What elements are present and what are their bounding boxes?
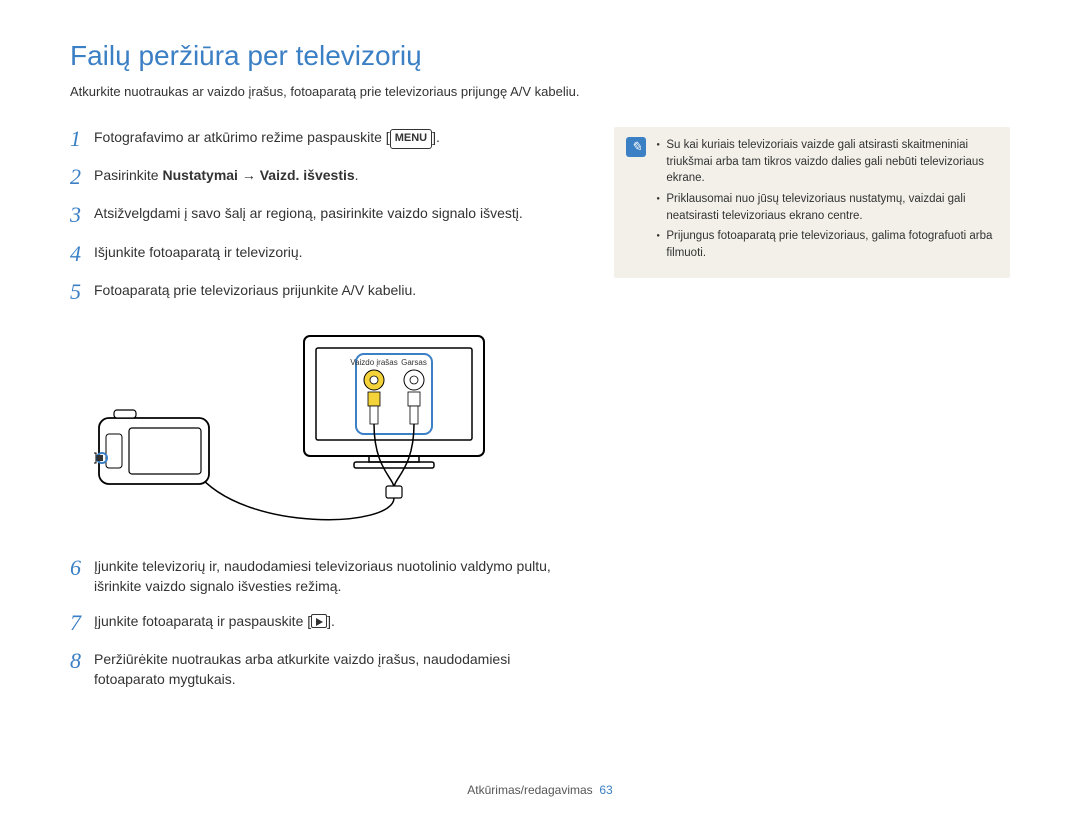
step-number: 5 [70,280,94,304]
av-jack-panel: Vaizdo įrašas Garsas [350,354,432,434]
step-text-fragment: Įjunkite fotoaparatą ir paspauskite [ [94,613,311,629]
step-text: Fotografavimo ar atkūrimo režime paspaus… [94,127,574,149]
page-footer: Atkūrimas/redagavimas 63 [0,783,1080,797]
step-text: Įjunkite televizorių ir, naudodamiesi te… [94,556,574,597]
step-text-bold: Nustatymai → Vaizd. išvestis [162,167,354,183]
camera-icon [94,410,209,484]
step-1: 1 Fotografavimo ar atkūrimo režime paspa… [70,127,574,151]
intro-text: Atkurkite nuotraukas ar vaizdo įrašus, f… [70,84,1010,99]
steps-column: 1 Fotografavimo ar atkūrimo režime paspa… [70,127,574,703]
note-box: ✎ Su kai kuriais televizoriais vaizde ga… [614,127,1010,278]
step-5: 5 Fotoaparatą prie televizoriaus prijunk… [70,280,574,304]
step-number: 6 [70,556,94,580]
connection-diagram: Vaizdo įrašas Garsas [94,318,524,538]
step-number: 4 [70,242,94,266]
menu-button-label: MENU [390,129,432,149]
step-text-fragment: ]. [432,129,440,145]
step-number: 7 [70,611,94,635]
step-number: 1 [70,127,94,151]
step-text-fragment: Pasirinkite [94,167,162,183]
step-text-fragment: ]. [327,613,335,629]
step-number: 3 [70,203,94,227]
step-text: Įjunkite fotoaparatą ir paspauskite []. [94,611,574,631]
step-text: Peržiūrėkite nuotraukas arba atkurkite v… [94,649,574,690]
page-title: Failų peržiūra per televizorių [70,40,1010,72]
play-icon [311,614,327,628]
step-text-fragment: . [355,167,359,183]
step-3: 3 Atsižvelgdami į savo šalį ar regioną, … [70,203,574,227]
step-number: 2 [70,165,94,189]
step-2: 2 Pasirinkite Nustatymai → Vaizd. išvest… [70,165,574,189]
footer-section: Atkūrimas/redagavimas [467,783,592,797]
page-number: 63 [599,783,612,797]
step-8: 8 Peržiūrėkite nuotraukas arba atkurkite… [70,649,574,690]
note-item: Prijungus fotoaparatą prie televizoriaus… [656,228,998,261]
step-text: Išjunkite fotoaparatą ir televizorių. [94,242,574,262]
step-text: Pasirinkite Nustatymai → Vaizd. išvestis… [94,165,574,185]
notes-column: ✎ Su kai kuriais televizoriais vaizde ga… [614,127,1010,703]
note-item: Priklausomai nuo jūsų televizoriaus nust… [656,191,998,224]
step-text: Atsižvelgdami į savo šalį ar regioną, pa… [94,203,574,223]
note-icon: ✎ [626,137,646,157]
step-number: 8 [70,649,94,673]
step-6: 6 Įjunkite televizorių ir, naudodamiesi … [70,556,574,597]
step-4: 4 Išjunkite fotoaparatą ir televizorių. [70,242,574,266]
step-text: Fotoaparatą prie televizoriaus prijunkit… [94,280,574,300]
note-list: Su kai kuriais televizoriais vaizde gali… [656,137,998,266]
content-columns: 1 Fotografavimo ar atkūrimo režime paspa… [70,127,1010,703]
video-jack-label: Vaizdo įrašas [350,358,397,367]
step-7: 7 Įjunkite fotoaparatą ir paspauskite []… [70,611,574,635]
audio-jack-label: Garsas [401,358,427,367]
note-item: Su kai kuriais televizoriais vaizde gali… [656,137,998,187]
step-text-fragment: Fotografavimo ar atkūrimo režime paspaus… [94,129,390,145]
